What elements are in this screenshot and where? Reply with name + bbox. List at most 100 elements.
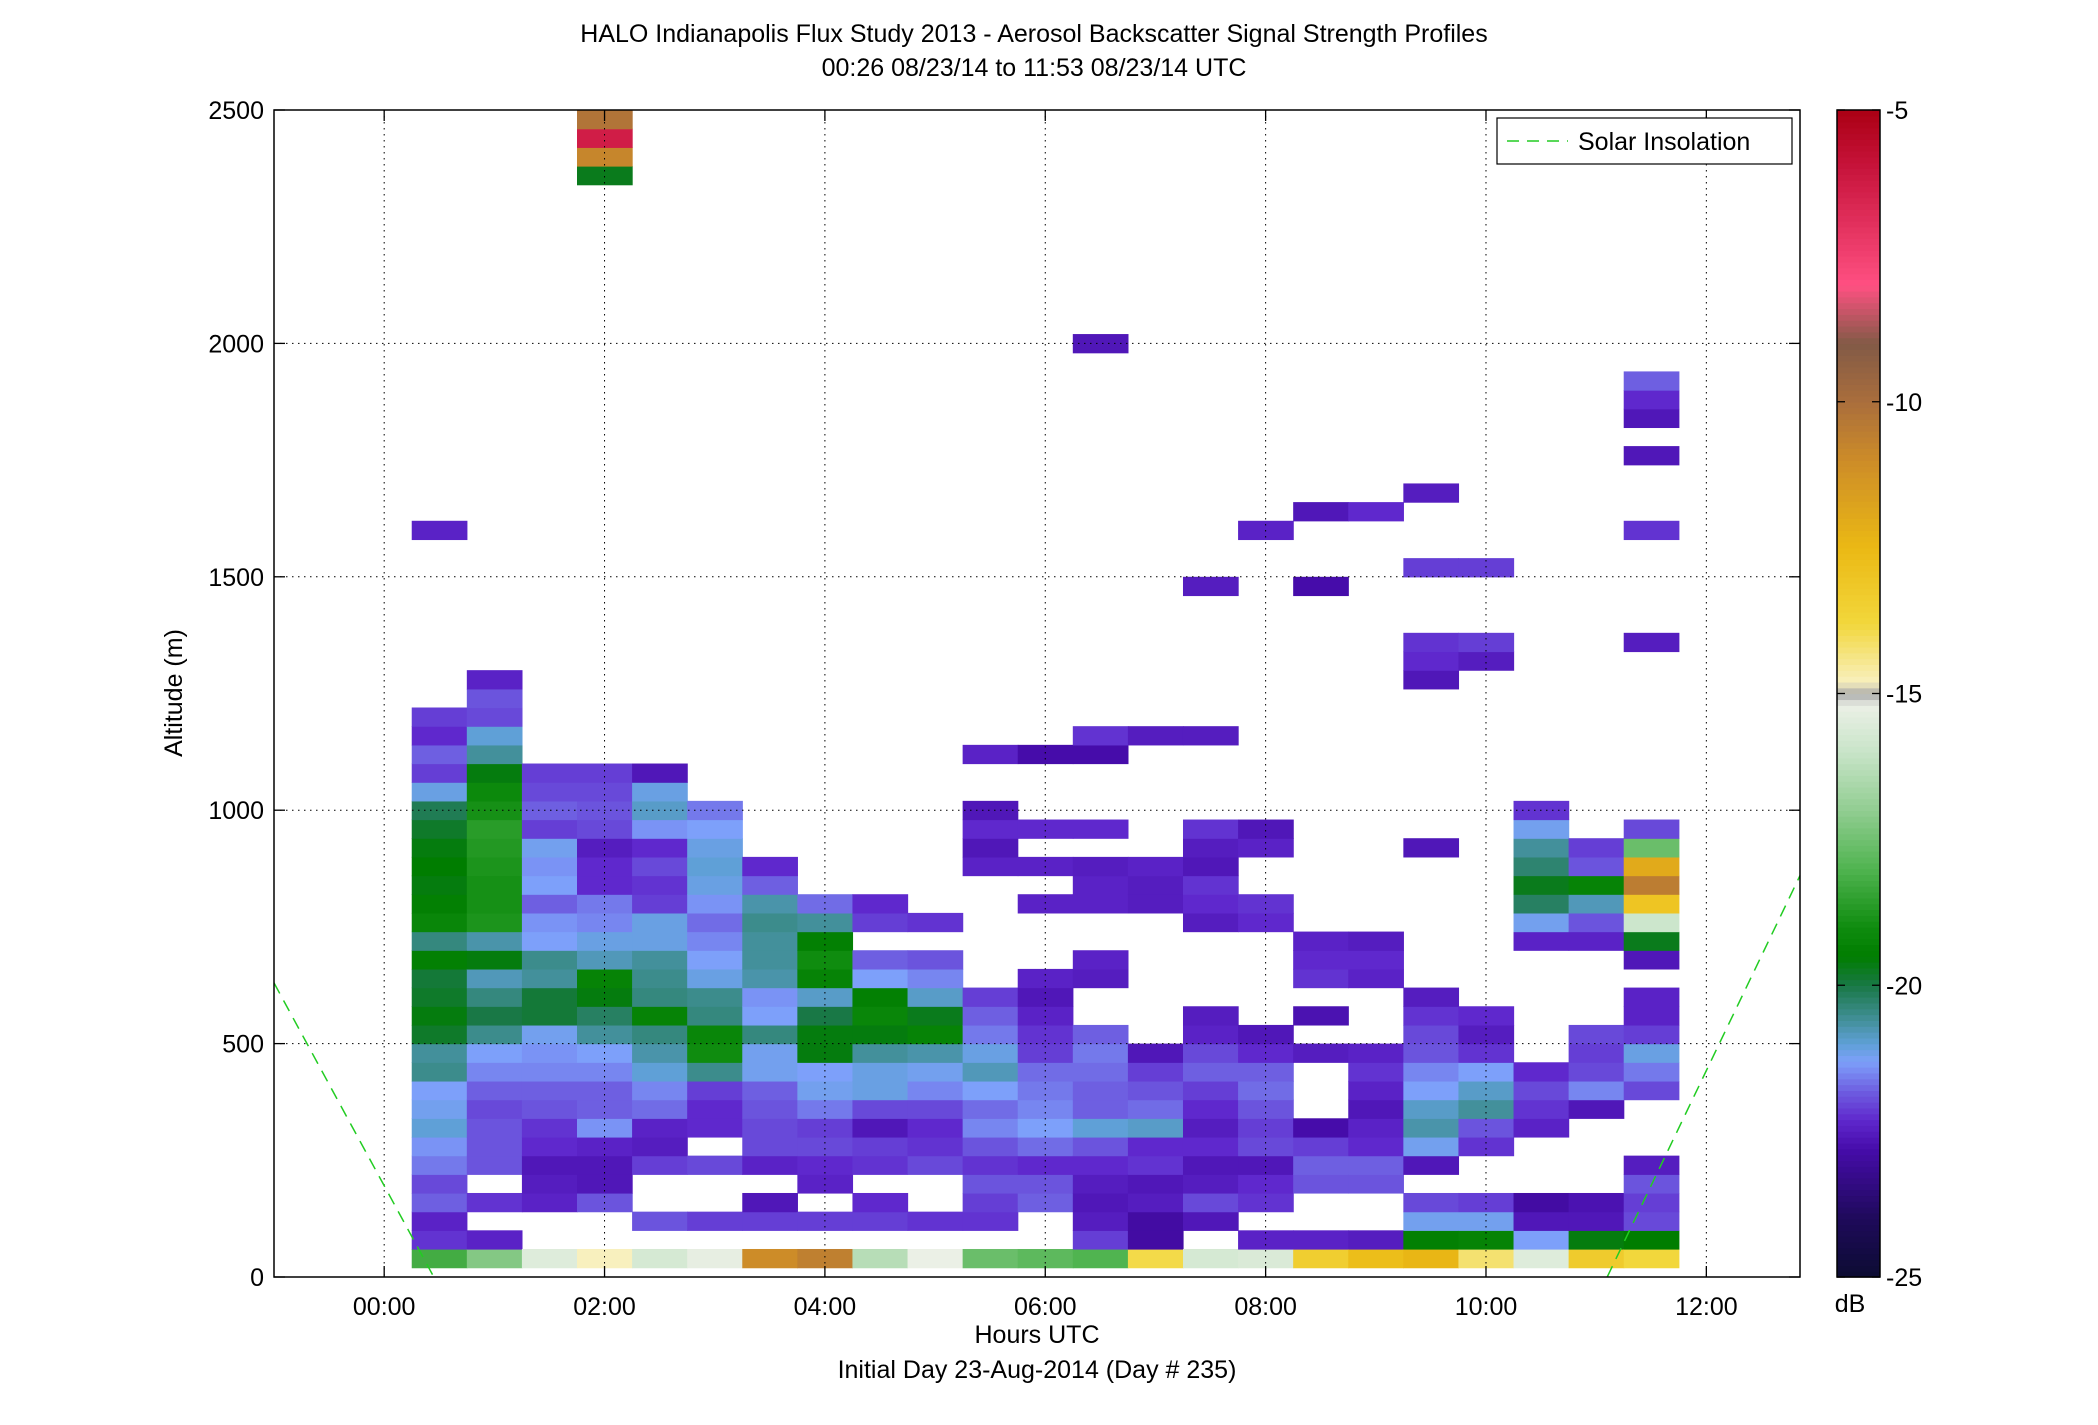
colorbar-strip <box>1837 1090 1880 1097</box>
colorbar-strip <box>1837 1043 1880 1051</box>
heatmap-cell <box>1072 1080 1129 1101</box>
heatmap-cell <box>1017 1099 1074 1119</box>
heatmap-cell <box>1182 1062 1239 1082</box>
heatmap-cell <box>962 1211 1019 1231</box>
colorbar-strip <box>1837 215 1880 222</box>
colorbar-strip <box>1837 1008 1880 1016</box>
heatmap-cell <box>1072 1174 1129 1194</box>
heatmap-cell <box>742 894 798 914</box>
heatmap-cell <box>1182 1043 1239 1063</box>
heatmap-cell <box>1623 1080 1680 1101</box>
heatmap-cell <box>797 931 854 951</box>
colorbar-strip <box>1837 483 1880 490</box>
colorbar-strip <box>1837 512 1880 520</box>
heatmap-cell <box>521 1155 578 1175</box>
colorbar-strip <box>1837 716 1880 724</box>
heatmap-cell <box>411 1230 468 1250</box>
heatmap-cell <box>1072 1155 1129 1175</box>
heatmap-cell <box>1238 819 1294 839</box>
colorbar-strip <box>1837 1253 1880 1261</box>
heatmap-cell <box>687 838 743 858</box>
heatmap-cell <box>742 875 798 895</box>
legend-entry-solar-insolation: Solar Insolation <box>1578 128 1750 156</box>
heatmap-cell <box>1017 1006 1074 1026</box>
colorbar-strip <box>1837 325 1880 333</box>
colorbar-strip <box>1837 640 1880 648</box>
heatmap-cell <box>1182 838 1239 858</box>
heatmap-cell <box>687 1099 743 1119</box>
colorbar-label: dB <box>1835 1290 1866 1318</box>
heatmap-cell <box>907 1118 964 1138</box>
colorbar-strip <box>1837 495 1880 502</box>
colorbar-strip <box>1837 1154 1880 1161</box>
heatmap-cell <box>632 1062 688 1082</box>
x-tick-label: 00:00 <box>353 1293 416 1321</box>
colorbar-strip <box>1837 956 1880 963</box>
x-tick-label: 12:00 <box>1675 1293 1738 1321</box>
colorbar-strip <box>1837 1271 1880 1278</box>
heatmap-cell <box>742 912 798 933</box>
heatmap-cell <box>797 1248 854 1269</box>
heatmap-cell <box>1072 1043 1129 1063</box>
heatmap-cell <box>907 1062 964 1082</box>
heatmap-cell <box>1238 838 1294 858</box>
heatmap-cell <box>797 912 854 933</box>
colorbar-strip <box>1837 419 1880 426</box>
heatmap-cell <box>1458 1248 1515 1269</box>
heatmap-cell <box>742 1248 798 1269</box>
colorbar-strip <box>1837 763 1880 771</box>
colorbar-strip <box>1837 220 1880 228</box>
heatmap-cell <box>632 782 688 802</box>
heatmap-cell <box>852 1006 909 1026</box>
heatmap-cell <box>1348 1118 1404 1138</box>
heatmap-cell <box>1182 726 1239 746</box>
colorbar-strip <box>1837 1224 1880 1232</box>
colorbar-strip <box>1837 232 1880 240</box>
heatmap-cell <box>466 1136 523 1157</box>
colorbar-strip <box>1837 1166 1880 1173</box>
heatmap-cell <box>1072 1136 1129 1157</box>
colorbar-strip <box>1837 950 1880 957</box>
colorbar-strip <box>1837 547 1880 555</box>
heatmap-cell <box>907 1248 964 1269</box>
colorbar-strip <box>1837 174 1880 181</box>
colorbar-strip <box>1837 425 1880 432</box>
heatmap-cell <box>852 987 909 1007</box>
colorbar-strip <box>1837 798 1880 806</box>
heatmap-cell <box>962 856 1019 877</box>
colorbar-strip <box>1837 1061 1880 1068</box>
heatmap-cell <box>577 987 633 1007</box>
colorbar-strip <box>1837 594 1880 601</box>
heatmap-cell <box>411 819 468 839</box>
heatmap-cell <box>687 950 743 970</box>
heatmap-cell <box>466 1043 523 1063</box>
heatmap-cell <box>907 950 964 970</box>
heatmap-cell <box>852 1211 909 1231</box>
heatmap-cell <box>411 744 468 765</box>
heatmap-cell <box>1348 1155 1404 1175</box>
heatmap-cell <box>742 1099 798 1119</box>
heatmap-cell <box>411 726 468 746</box>
colorbar-strip <box>1837 366 1880 374</box>
heatmap-cell <box>521 968 578 989</box>
heatmap-cell <box>411 1248 468 1269</box>
heatmap-cell <box>797 987 854 1007</box>
colorbar-strip <box>1837 938 1880 946</box>
heatmap-cell <box>1568 931 1625 951</box>
heatmap-cell <box>411 1043 468 1063</box>
colorbar-strip <box>1837 1259 1880 1267</box>
colorbar-strip <box>1837 891 1880 899</box>
heatmap-cell <box>1623 931 1680 951</box>
heatmap-cell <box>466 744 523 765</box>
heatmap-cell <box>411 782 468 802</box>
colorbar-strip <box>1837 395 1880 403</box>
heatmap-cell <box>1182 1136 1239 1157</box>
heatmap-cell <box>1403 483 1460 503</box>
heatmap-cell <box>632 875 688 895</box>
heatmap-cell <box>632 987 688 1007</box>
colorbar-strip <box>1837 1096 1880 1103</box>
heatmap-cell <box>1458 1099 1515 1119</box>
colorbar-strip <box>1837 401 1880 409</box>
colorbar-strip <box>1837 168 1880 175</box>
